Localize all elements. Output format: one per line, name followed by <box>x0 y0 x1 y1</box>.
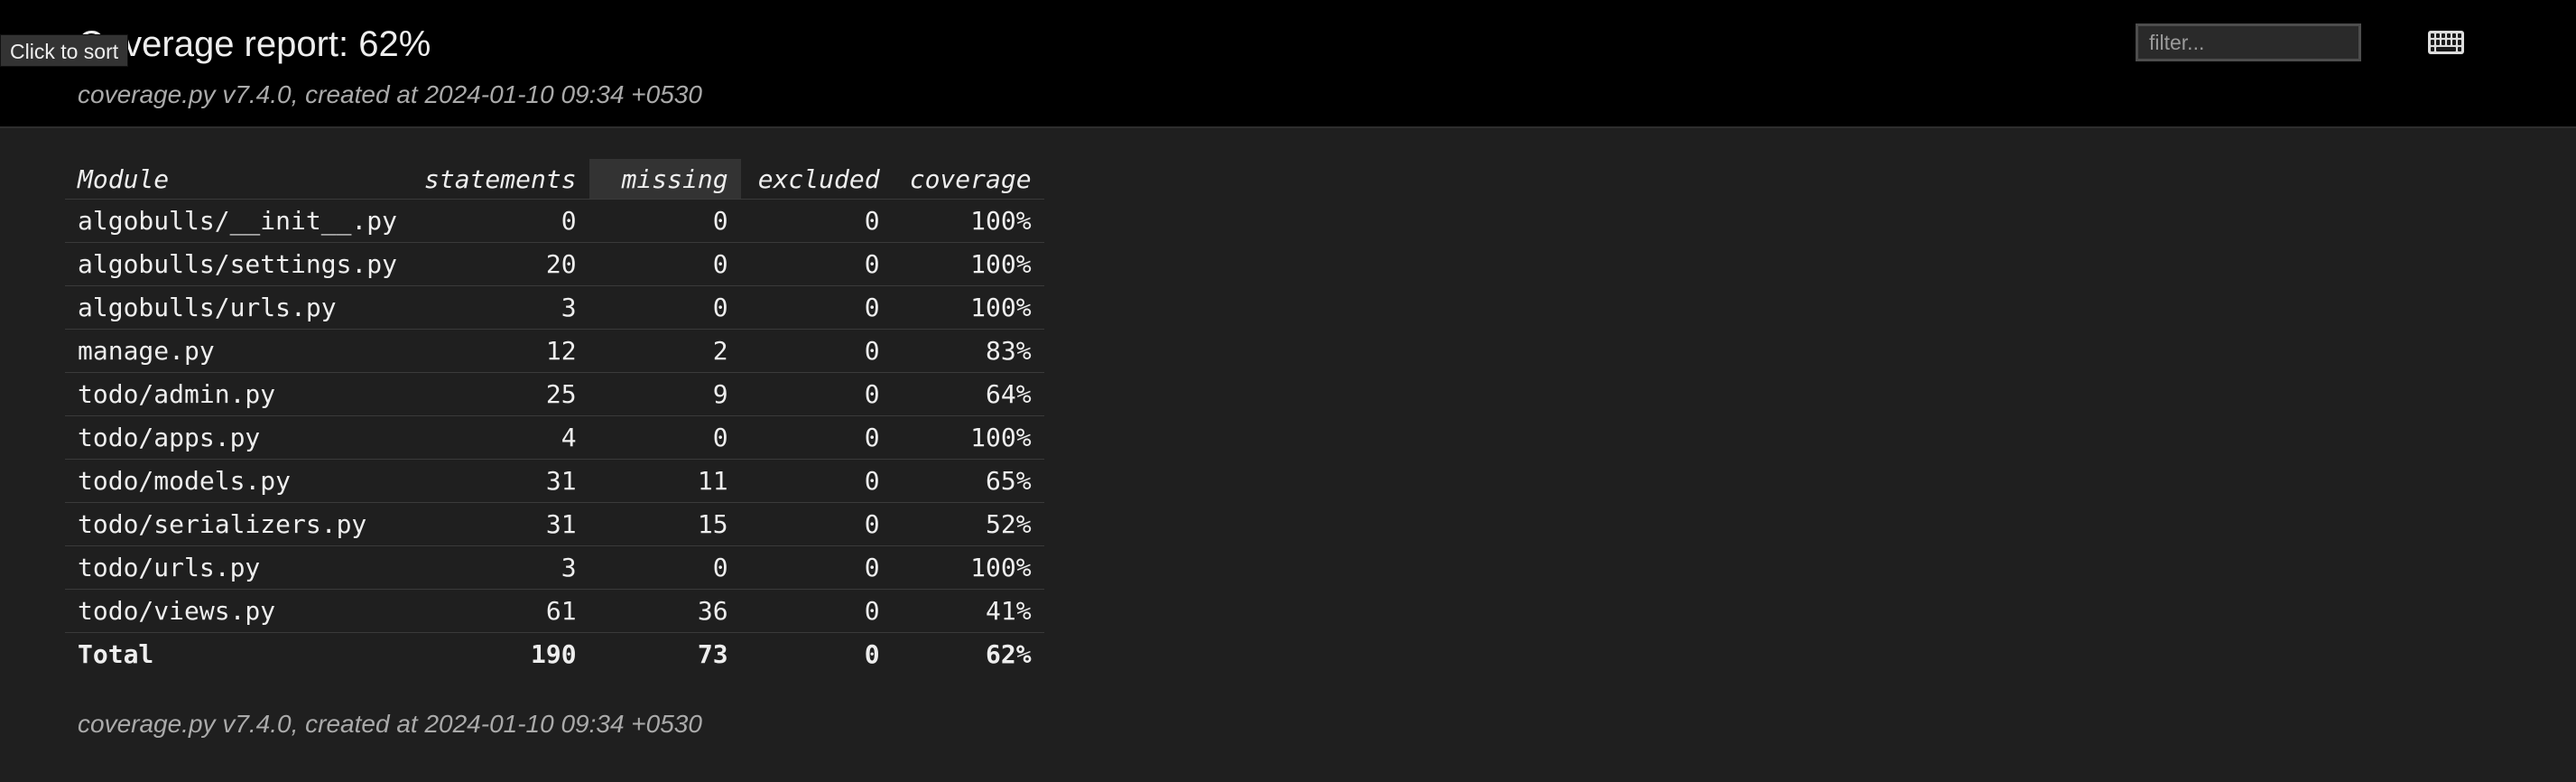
table-row: todo/admin.py 25 9 0 64% <box>65 372 1044 416</box>
column-header-excluded[interactable]: excluded <box>740 159 893 200</box>
cell-excluded: 0 <box>740 415 893 460</box>
keyboard-icon[interactable] <box>2428 31 2464 54</box>
table-row: todo/models.py 31 11 0 65% <box>65 459 1044 503</box>
table-row: todo/apps.py 4 0 0 100% <box>65 415 1044 460</box>
table-row: algobulls/settings.py 20 0 0 100% <box>65 242 1044 286</box>
header-meta-text: coverage.py v7.4.0, created at 2024-01-1… <box>78 80 702 108</box>
cell-missing: 15 <box>588 502 741 546</box>
table-header-row: Module statements missing excluded cover… <box>65 159 1044 200</box>
module-link[interactable]: todo/models.py <box>65 459 412 503</box>
cell-coverage: 100% <box>892 415 1044 460</box>
total-excluded: 0 <box>864 639 880 669</box>
report-header: Coverage report: 62% coverage.py v7.4.0,… <box>0 0 2576 128</box>
cell-statements: 3 <box>412 285 589 330</box>
total-statements: 190 <box>531 639 577 669</box>
cell-statements: 20 <box>412 242 589 286</box>
total-coverage: 62% <box>986 639 1032 669</box>
cell-excluded: 0 <box>740 372 893 416</box>
total-missing: 73 <box>697 639 728 669</box>
table-row: algobulls/urls.py 3 0 0 100% <box>65 285 1044 330</box>
cell-missing: 0 <box>588 285 741 330</box>
total-label: Total <box>78 639 154 669</box>
cell-excluded: 0 <box>740 199 893 243</box>
cell-excluded: 0 <box>740 329 893 373</box>
table-row: manage.py 12 2 0 83% <box>65 329 1044 373</box>
cell-missing: 9 <box>588 372 741 416</box>
module-link[interactable]: todo/admin.py <box>65 372 412 416</box>
cell-excluded: 0 <box>740 285 893 330</box>
module-link[interactable]: todo/serializers.py <box>65 502 412 546</box>
module-link[interactable]: todo/views.py <box>65 589 412 633</box>
table-body: algobulls/__init__.py 0 0 0 100% algobulls/se… <box>65 199 1044 633</box>
table-row: todo/serializers.py 31 15 0 52% <box>65 502 1044 546</box>
footer-meta-text: coverage.py v7.4.0, created at 2024-01-1… <box>78 710 702 738</box>
cell-statements: 3 <box>412 545 589 590</box>
module-link[interactable]: manage.py <box>65 329 412 373</box>
cell-missing: 11 <box>588 459 741 503</box>
table-row: todo/urls.py 3 0 0 100% <box>65 545 1044 590</box>
cell-coverage: 64% <box>892 372 1044 416</box>
page-title: Coverage report: 62% <box>78 24 431 64</box>
column-header-module[interactable]: Module <box>65 159 412 200</box>
cell-coverage: 65% <box>892 459 1044 503</box>
coverage-table: Module statements missing excluded cover… <box>65 159 1044 675</box>
cell-statements: 31 <box>412 459 589 503</box>
cell-excluded: 0 <box>740 459 893 503</box>
column-header-coverage[interactable]: coverage <box>892 159 1044 200</box>
module-link[interactable]: algobulls/settings.py <box>65 242 412 286</box>
cell-missing: 36 <box>588 589 741 633</box>
module-link[interactable]: todo/apps.py <box>65 415 412 460</box>
cell-missing: 2 <box>588 329 741 373</box>
column-header-missing[interactable]: missing <box>588 159 741 200</box>
cell-statements: 31 <box>412 502 589 546</box>
cell-missing: 0 <box>588 415 741 460</box>
sort-tooltip: Click to sort <box>0 34 129 67</box>
cell-excluded: 0 <box>740 545 893 590</box>
module-link[interactable]: algobulls/urls.py <box>65 285 412 330</box>
column-header-statements[interactable]: statements <box>412 159 589 200</box>
cell-coverage: 52% <box>892 502 1044 546</box>
cell-statements: 0 <box>412 199 589 243</box>
cell-statements: 25 <box>412 372 589 416</box>
filter-input[interactable] <box>2136 23 2361 61</box>
cell-coverage: 83% <box>892 329 1044 373</box>
cell-excluded: 0 <box>740 242 893 286</box>
cell-missing: 0 <box>588 199 741 243</box>
cell-excluded: 0 <box>740 502 893 546</box>
cell-coverage: 100% <box>892 199 1044 243</box>
total-row: Total 190 73 0 62% <box>65 633 1044 676</box>
cell-coverage: 100% <box>892 242 1044 286</box>
cell-missing: 0 <box>588 545 741 590</box>
table-row: algobulls/__init__.py 0 0 0 100% <box>65 199 1044 243</box>
cell-statements: 12 <box>412 329 589 373</box>
cell-excluded: 0 <box>740 589 893 633</box>
module-link[interactable]: algobulls/__init__.py <box>65 199 412 243</box>
cell-missing: 0 <box>588 242 741 286</box>
cell-coverage: 100% <box>892 285 1044 330</box>
cell-statements: 61 <box>412 589 589 633</box>
cell-coverage: 100% <box>892 545 1044 590</box>
cell-statements: 4 <box>412 415 589 460</box>
cell-coverage: 41% <box>892 589 1044 633</box>
table-row: todo/views.py 61 36 0 41% <box>65 589 1044 633</box>
module-link[interactable]: todo/urls.py <box>65 545 412 590</box>
